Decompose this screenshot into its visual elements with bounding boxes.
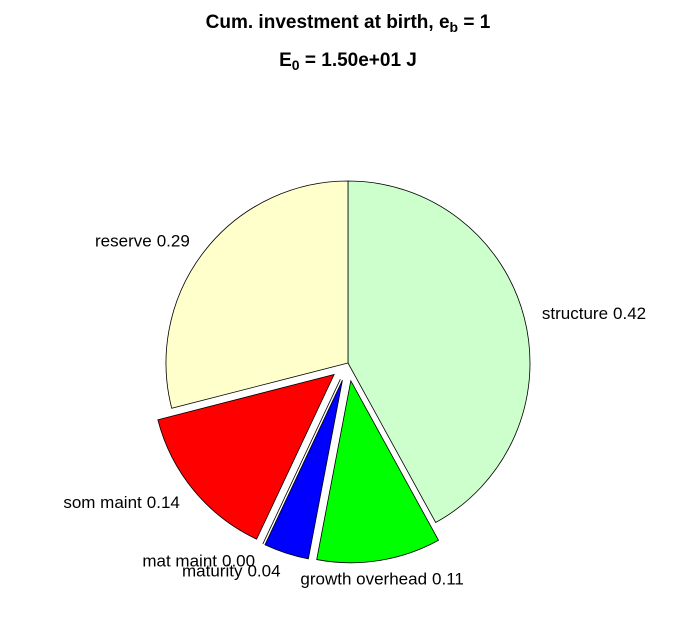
slice-label: mat maint 0.00	[142, 551, 255, 570]
slice-value: 0.42	[613, 304, 646, 323]
slice-category: som maint	[63, 493, 142, 512]
slice-category: growth overhead	[300, 570, 427, 589]
title-text: Cum. investment at birth, e	[206, 12, 450, 33]
slice-value: 0.11	[432, 570, 464, 589]
title-text: = 1.50e+01 J	[300, 50, 417, 71]
pie-slice	[165, 180, 349, 409]
slice-label: maturity 0.04	[182, 562, 281, 581]
pie-slice	[264, 379, 343, 560]
slice-category: mat maint	[142, 551, 217, 570]
slice-label: som maint 0.14	[63, 493, 180, 512]
slice-value: 0.29	[157, 231, 190, 250]
pie-slice	[262, 379, 341, 545]
chart-title: Cum. investment at birth, eb = 1	[206, 12, 491, 35]
chart-title: E0 = 1.50e+01 J	[279, 50, 417, 73]
slice-value: 0.04	[247, 562, 280, 581]
slice-label: reserve 0.29	[95, 231, 190, 250]
slice-label: growth overhead 0.11	[300, 570, 463, 589]
slice-category: structure	[542, 304, 608, 323]
slice-value: 0.00	[222, 551, 255, 570]
title-text: E	[279, 50, 292, 71]
slice-category: maturity	[182, 562, 243, 581]
slice-category: reserve	[95, 231, 152, 250]
pie-slice	[316, 379, 440, 564]
title-subscript: 0	[292, 57, 300, 73]
title-subscript: b	[450, 19, 459, 35]
title-text: = 1	[458, 12, 491, 33]
slice-label: structure 0.42	[542, 304, 646, 323]
pie-slice	[347, 180, 531, 524]
pie-slice	[157, 373, 335, 540]
slice-value: 0.14	[147, 493, 180, 512]
